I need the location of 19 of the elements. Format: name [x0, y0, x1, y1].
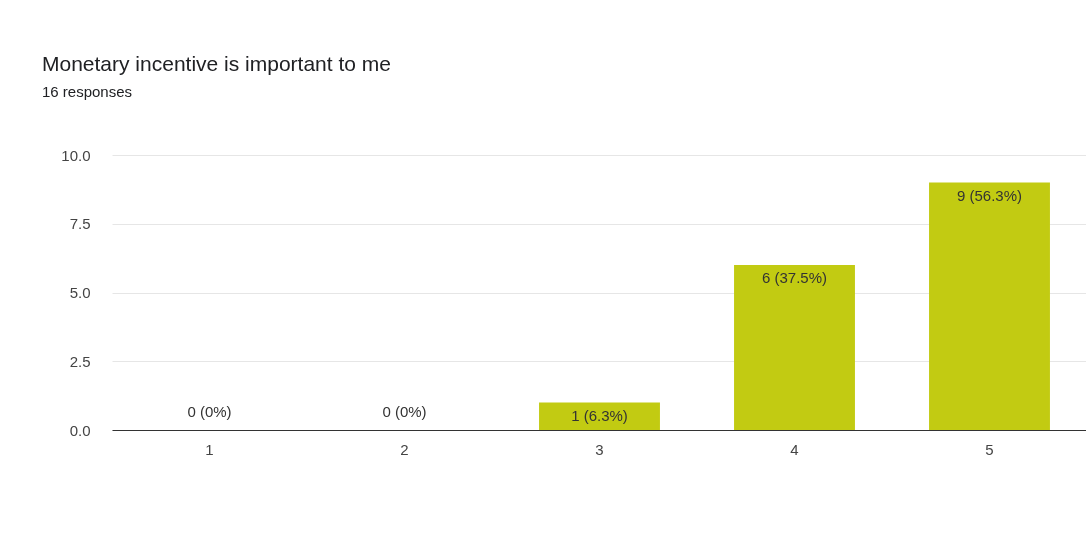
bar	[734, 265, 855, 430]
data-label: 0 (0%)	[187, 403, 232, 420]
y-tick-label: 2.5	[69, 352, 91, 370]
x-tick-label: 1	[205, 440, 214, 458]
chart-subtitle: 16 responses	[42, 83, 133, 100]
data-label: 9 (56.3%)	[956, 186, 1023, 204]
y-tick-label: 0.0	[69, 421, 91, 439]
data-label: 1 (6.3%)	[571, 406, 628, 424]
data-label: 0 (0%)	[382, 403, 427, 420]
chart-title: Monetary incentive is important to me	[42, 52, 391, 75]
x-tick-label: 2	[400, 440, 409, 458]
y-tick-label: 7.5	[69, 215, 91, 233]
x-tick-label: 5	[985, 440, 994, 458]
y-tick-label: 5.0	[69, 284, 91, 301]
x-tick-label: 4	[790, 440, 799, 458]
y-tick-label: 10.0	[61, 146, 91, 164]
bar	[929, 182, 1050, 430]
data-label: 6 (37.5%)	[761, 269, 828, 286]
x-tick-label: 3	[595, 440, 604, 458]
